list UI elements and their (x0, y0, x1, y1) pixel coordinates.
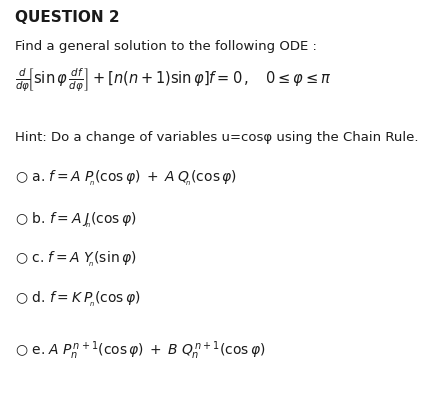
Text: QUESTION 2: QUESTION 2 (15, 10, 120, 25)
Text: $\bigcirc$ c. $f = A\;Y_{\!\!{}_n}(\sin\varphi)$: $\bigcirc$ c. $f = A\;Y_{\!\!{}_n}(\sin\… (15, 250, 137, 269)
Text: Find a general solution to the following ODE :: Find a general solution to the following… (15, 40, 317, 53)
Text: $\bigcirc$ b. $f = A\;J_{\!\!{}_n}(\cos\varphi)$: $\bigcirc$ b. $f = A\;J_{\!\!{}_n}(\cos\… (15, 211, 137, 230)
Text: $\frac{d}{d\varphi}\!\left[\sin\varphi\,\frac{df}{d\varphi}\right]+\left[n(n+1)\: $\frac{d}{d\varphi}\!\left[\sin\varphi\,… (15, 67, 332, 94)
Text: $\bigcirc$ a. $f = A\;P_{\!\!{}_n}(\cos\varphi)\;+\;A\;Q_{\!\!{}_n}(\cos\varphi): $\bigcirc$ a. $f = A\;P_{\!\!{}_n}(\cos\… (15, 169, 237, 188)
Text: $\bigcirc$ e. $A\;P_{n}^{\,n+1}(\cos\varphi)\;+\;B\;Q_{n}^{\,n+1}(\cos\varphi)$: $\bigcirc$ e. $A\;P_{n}^{\,n+1}(\cos\var… (15, 340, 266, 362)
Text: $\bigcirc$ d. $f = K\;P_{\!\!{}_n}(\cos\varphi)$: $\bigcirc$ d. $f = K\;P_{\!\!{}_n}(\cos\… (15, 290, 141, 309)
Text: Hint: Do a change of variables u=cosφ using the Chain Rule.: Hint: Do a change of variables u=cosφ us… (15, 131, 419, 144)
